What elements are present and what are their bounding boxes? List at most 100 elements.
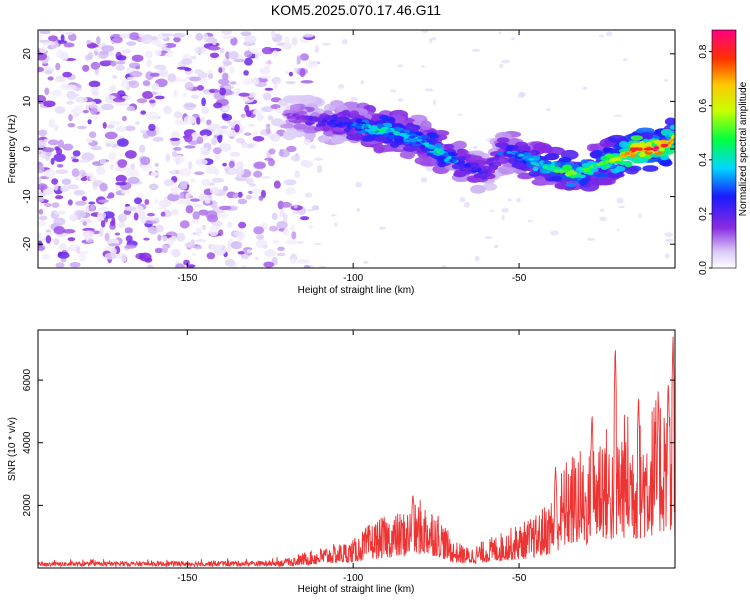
heatmap-cell	[672, 134, 675, 139]
heatmap-cell	[179, 191, 185, 200]
heatmap-cell	[53, 217, 66, 226]
heatmap-cell	[622, 58, 628, 62]
heatmap-cell	[253, 161, 266, 169]
heatmap-cell	[304, 116, 310, 120]
heatmap-cell	[209, 186, 220, 194]
heatmap-cell	[194, 171, 205, 175]
heatmap-cell	[469, 155, 483, 161]
spectrogram-y-axis: -20 -10 0 10 20	[22, 48, 675, 251]
heatmap-cell	[432, 99, 437, 106]
heatmap-cell	[226, 245, 232, 254]
heatmap-cell	[585, 168, 589, 171]
heatmap-cell	[222, 185, 229, 192]
heatmap-cell	[267, 115, 274, 121]
heatmap-cell	[302, 160, 314, 168]
heatmap-cell	[175, 157, 181, 166]
heatmap-cell	[474, 256, 480, 262]
heatmap-cell	[173, 36, 181, 43]
heatmap-cell	[493, 244, 499, 249]
heatmap-cell	[136, 98, 148, 104]
heatmap-cell	[39, 30, 51, 35]
heatmap-cell	[101, 103, 114, 111]
heatmap-cell	[291, 155, 301, 162]
heatmap-cell	[109, 220, 116, 227]
heatmap-cell	[139, 128, 147, 134]
heatmap-cell	[300, 53, 309, 61]
heatmap-cell	[259, 75, 272, 79]
heatmap-cell	[424, 88, 434, 92]
snr-y-axis: 2000 4000 6000	[22, 369, 675, 516]
spectrogram-x-label: Height of straight line (km)	[298, 285, 415, 296]
heatmap-cell	[185, 199, 191, 206]
heatmap-cell	[295, 116, 301, 121]
colorbar-tick-label: 0.4	[698, 152, 709, 166]
heatmap-cell	[218, 129, 229, 135]
heatmap-cell	[76, 125, 87, 130]
heatmap-cell	[194, 46, 207, 54]
heatmap-cell	[111, 36, 123, 44]
heatmap-cell	[154, 95, 165, 100]
heatmap-cell	[253, 130, 259, 136]
heatmap-cell	[191, 252, 197, 257]
heatmap-cell	[244, 50, 253, 58]
heatmap-cell	[143, 237, 150, 241]
heatmap-cell	[184, 81, 194, 91]
heatmap-cell	[160, 211, 166, 217]
heatmap-cell	[184, 133, 193, 143]
heatmap-cell	[45, 231, 56, 235]
heatmap-cell	[579, 174, 586, 179]
heatmap-cell	[76, 246, 81, 254]
heatmap-cell	[86, 39, 92, 45]
heatmap-cell	[624, 166, 639, 175]
heatmap-cell	[341, 38, 348, 45]
heatmap-cell	[90, 61, 101, 70]
heatmap-cell	[283, 228, 290, 237]
heatmap-cell	[38, 232, 42, 240]
heatmap-cell	[356, 125, 363, 129]
heatmap-cell	[125, 235, 133, 243]
heatmap-cell	[299, 68, 306, 77]
heatmap-cell	[373, 144, 385, 154]
heatmap-cell	[270, 30, 276, 38]
heatmap-cell	[245, 178, 254, 185]
heatmap-cell	[126, 76, 135, 81]
heatmap-cell	[471, 48, 481, 52]
heatmap-cell	[149, 72, 160, 78]
heatmap-cell	[188, 195, 194, 199]
heatmap-cell	[201, 97, 207, 107]
heatmap-cell	[181, 58, 193, 65]
heatmap-cell	[182, 92, 187, 98]
heatmap-cell	[276, 107, 283, 114]
heatmap-cell	[167, 73, 177, 83]
heatmap-cell	[104, 95, 117, 104]
heatmap-cell	[124, 150, 137, 159]
heatmap-cell	[53, 226, 66, 235]
heatmap-cell	[135, 65, 141, 70]
heatmap-cell	[669, 124, 675, 130]
heatmap-cell	[121, 49, 132, 54]
heatmap-cell	[38, 47, 47, 53]
heatmap-cell	[87, 116, 99, 120]
heatmap-cell	[360, 80, 365, 85]
heatmap-cell	[200, 77, 208, 84]
heatmap-cell	[108, 120, 121, 126]
heatmap-cell	[104, 232, 110, 242]
heatmap-cell	[291, 231, 297, 240]
heatmap-cell	[284, 123, 293, 128]
heatmap-cell	[104, 252, 117, 260]
heatmap-cell	[82, 221, 87, 227]
heatmap-cell	[234, 124, 240, 133]
heatmap-cell	[195, 227, 203, 237]
heatmap-cell	[268, 158, 275, 167]
heatmap-cell	[306, 60, 319, 68]
heatmap-cell	[116, 55, 127, 61]
heatmap-cell	[150, 39, 162, 46]
heatmap-cell	[248, 190, 253, 194]
heatmap-cell	[518, 153, 524, 157]
heatmap-cell	[294, 170, 301, 178]
heatmap-cell	[393, 135, 401, 140]
heatmap-cell	[140, 156, 151, 166]
heatmap-cell	[416, 138, 423, 142]
heatmap-cell	[596, 163, 601, 166]
heatmap-cell	[219, 47, 225, 54]
